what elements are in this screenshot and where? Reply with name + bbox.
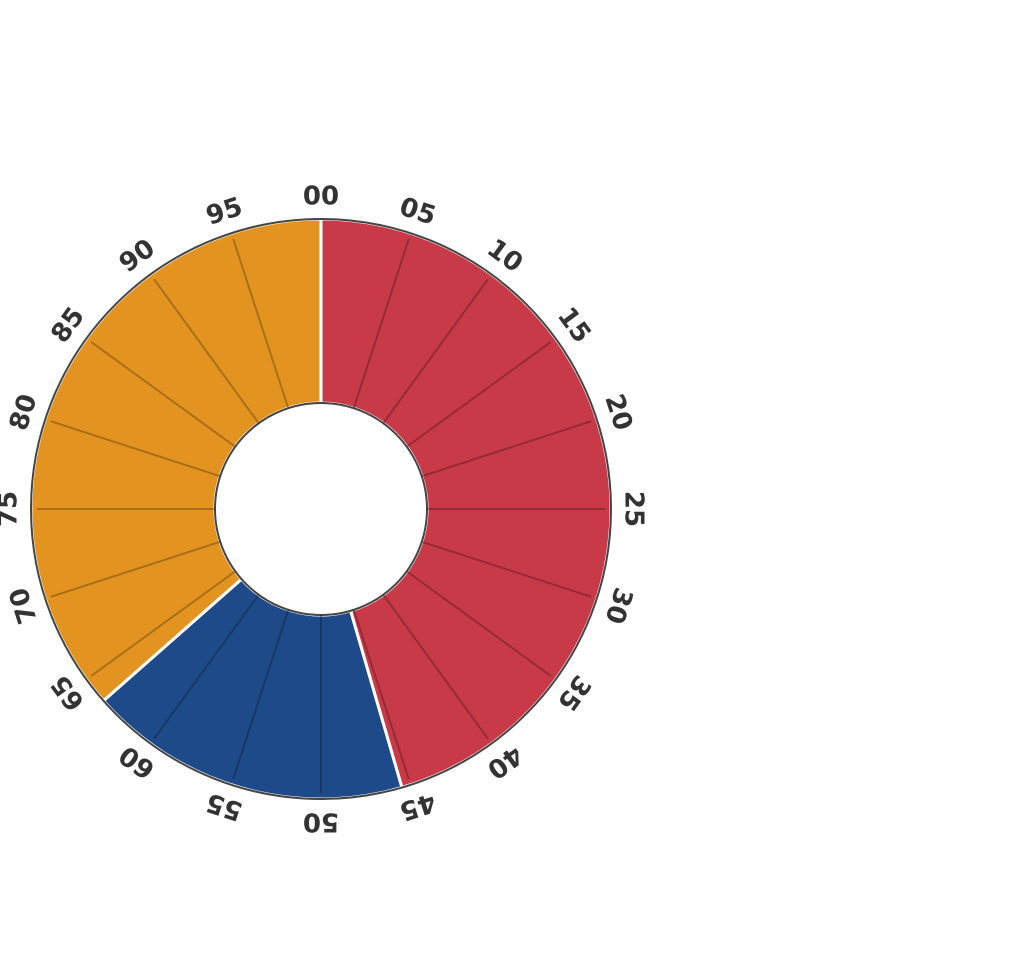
tick-line (352, 609, 410, 780)
outer-ring (30, 218, 612, 800)
tick-line (406, 341, 552, 448)
tick-label: 75 (0, 491, 24, 527)
tick-line (406, 570, 552, 677)
tick-label: 30 (598, 584, 638, 628)
tick-label: 50 (303, 807, 339, 837)
tick-line (153, 594, 260, 740)
tick-line (382, 278, 489, 424)
tick-line (232, 238, 290, 409)
tick-label: 45 (396, 786, 440, 826)
tick-line (232, 609, 290, 780)
tick-line (90, 341, 236, 448)
tick-line (352, 238, 410, 409)
tick-line (90, 570, 236, 677)
tick-label: 80 (4, 391, 44, 435)
tick-label: 95 (203, 192, 247, 232)
tick-label: 05 (396, 192, 440, 232)
tick-line (421, 420, 592, 478)
tick-label: 70 (4, 584, 44, 628)
tick-line (421, 540, 592, 598)
inner-ring (214, 402, 428, 616)
tick-line (50, 420, 221, 478)
tick-label: 25 (619, 491, 649, 527)
tick-line (153, 278, 260, 424)
tick-line (382, 594, 489, 740)
tick-label: 00 (303, 182, 339, 212)
tick-line (50, 540, 221, 598)
tick-label: 20 (598, 391, 638, 435)
tick-label: 55 (203, 786, 247, 826)
